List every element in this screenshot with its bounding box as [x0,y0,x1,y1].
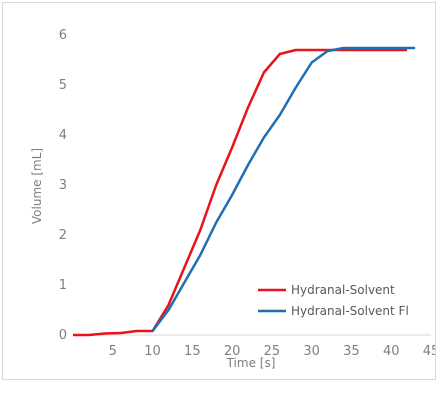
y-tick-label: 1 [59,278,67,293]
x-tick-label: 25 [264,344,281,359]
x-tick-label: 5 [109,344,117,359]
x-tick-label: 10 [144,344,161,359]
x-axis-title: Time [s] [226,356,276,370]
x-tick-label: 45 [423,344,435,359]
y-tick-label: 5 [59,78,67,93]
y-tick-label: 6 [59,28,67,43]
y-axis-ticks: 0 1 2 3 4 5 6 [59,28,67,343]
x-tick-label: 35 [343,344,360,359]
y-tick-label: 2 [59,228,67,243]
y-axis-title: Volume [mL] [30,148,44,224]
y-tick-label: 4 [59,128,67,143]
series-line-hydranal-solvent-fl [151,46,416,332]
x-axis-ticks: 5 10 15 20 25 30 35 40 45 [109,344,435,359]
x-tick-label: 30 [303,344,320,359]
x-tick-label: 40 [383,344,400,359]
legend: Hydranal-Solvent Hydranal-Solvent Fl [258,283,409,318]
legend-label-hydranal-solvent-fl: Hydranal-Solvent Fl [291,304,409,318]
y-tick-label: 0 [59,328,67,343]
x-tick-label: 15 [184,344,201,359]
x-tick-label: 20 [224,344,241,359]
series-lines [73,46,416,337]
legend-label-hydranal-solvent: Hydranal-Solvent [291,283,395,297]
y-tick-label: 3 [59,178,67,193]
series-line-hydranal-solvent [73,48,408,337]
